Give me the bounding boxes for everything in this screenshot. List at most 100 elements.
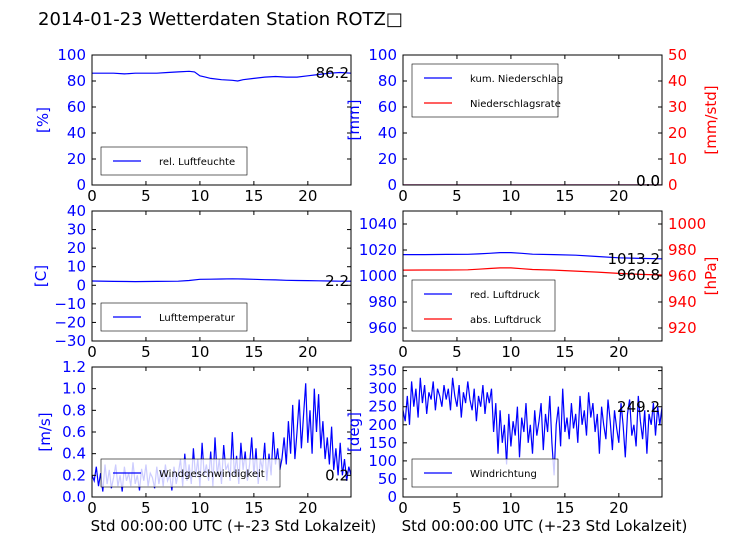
x-tick-label: 5 <box>141 499 151 517</box>
y-tick-label: 100 <box>368 46 397 64</box>
y-axis-label: [%] <box>34 107 52 133</box>
x-tick-label: 15 <box>555 187 574 205</box>
panel-pressure: 0 5 10 15 20 960 980 1000 1020 1040 920 940 960 980 10… <box>359 210 720 361</box>
x-tick-label: 0 <box>87 343 97 361</box>
y-tick-label: 40 <box>67 124 86 142</box>
y2-tick-label: 980 <box>668 241 697 259</box>
figure-title: 2014-01-23 Wetterdaten Station ROTZ□ <box>38 9 403 30</box>
y2-tick-label: 10 <box>668 150 687 168</box>
x-tick-label: 10 <box>190 187 209 205</box>
y-tick-label: 0.0 <box>62 488 86 506</box>
y2-tick-label: 40 <box>668 72 687 90</box>
x-tick-label: 0 <box>398 343 408 361</box>
y2-tick-label: 20 <box>668 124 687 142</box>
y-tick-label: 150 <box>368 434 397 452</box>
latest-value-label: 249.2 <box>617 398 660 416</box>
x-tick-label: 20 <box>298 187 317 205</box>
latest-value-label-2: 0.0 <box>636 172 660 190</box>
x-axis-label: Std 00:00:00 UTC (+-23 Std Lokalzeit) <box>402 517 688 535</box>
panel-windspeed: 0 5 10 15 20 0.0 0.2 0.4 0.6 0.8 1.0 1.2 [m/s] Std 00… <box>36 358 376 535</box>
x-tick-label: 10 <box>501 499 520 517</box>
x-tick-label: 20 <box>298 499 317 517</box>
y-tick-label: 20 <box>67 150 86 168</box>
y-axis-label: [deg] <box>345 412 363 452</box>
y2-tick-label: 1000 <box>668 215 706 233</box>
series-line-pressure-0 <box>403 252 662 260</box>
legend-label: red. Luftdruck <box>470 290 540 301</box>
legend-label: kum. Niederschlag <box>470 74 563 85</box>
latest-value-label: 2.2 <box>325 272 349 290</box>
y-tick-label: 0 <box>76 276 86 294</box>
y-tick-label: 100 <box>368 452 397 470</box>
y-tick-label: 0.8 <box>62 401 86 419</box>
y-tick-label: 200 <box>368 416 397 434</box>
y-tick-label: 1.2 <box>62 358 86 376</box>
y-axis-label: [m/s] <box>36 412 54 451</box>
x-tick-label: 20 <box>609 499 628 517</box>
x-tick-label: 20 <box>609 343 628 361</box>
y-tick-label: 350 <box>368 362 397 380</box>
latest-value-label-2: 960.8 <box>617 266 660 284</box>
legend-label: Windrichtung <box>470 469 537 480</box>
x-tick-label: 20 <box>298 343 317 361</box>
y-tick-label: 1040 <box>359 215 397 233</box>
y-tick-label: 50 <box>378 470 397 488</box>
y-tick-label: 0.6 <box>62 423 86 441</box>
y-tick-label: 0 <box>76 176 86 194</box>
y-tick-label: 10 <box>67 258 86 276</box>
latest-value-label: 0.2 <box>325 466 349 484</box>
y-tick-label: 250 <box>368 398 397 416</box>
x-tick-label: 10 <box>501 343 520 361</box>
x-tick-label: 0 <box>87 187 97 205</box>
x-tick-label: 20 <box>609 187 628 205</box>
y-tick-label: 20 <box>67 239 86 257</box>
panel-humidity: 0 5 10 15 20 0 20 40 60 80 100 [%] 86.2 rel. Luftfeuc… <box>34 46 352 205</box>
y-tick-label: 80 <box>67 72 86 90</box>
x-tick-label: 15 <box>244 499 263 517</box>
y-tick-label: 40 <box>378 124 397 142</box>
legend-box <box>411 279 556 332</box>
x-tick-label: 15 <box>244 187 263 205</box>
y2-axis-label: [hPa] <box>702 257 720 296</box>
latest-value-label: 1013.2 <box>608 250 661 268</box>
y-tick-label: −10 <box>54 295 86 313</box>
y-tick-label: 1000 <box>359 267 397 285</box>
y2-axis-label: [mm/std] <box>702 85 720 154</box>
y-tick-label: −30 <box>54 332 86 350</box>
x-tick-label: 5 <box>452 499 462 517</box>
y2-tick-label: 30 <box>668 98 687 116</box>
y2-tick-label: 50 <box>668 46 687 64</box>
x-tick-label: 10 <box>190 499 209 517</box>
y-tick-label: 20 <box>378 150 397 168</box>
x-tick-label: 5 <box>141 187 151 205</box>
y-tick-label: 0 <box>387 488 397 506</box>
x-tick-label: 15 <box>244 343 263 361</box>
x-tick-label: 5 <box>141 343 151 361</box>
plot-frame <box>402 366 663 498</box>
y-tick-label: 80 <box>378 72 397 90</box>
x-tick-label: 10 <box>190 343 209 361</box>
x-tick-label: 0 <box>398 499 408 517</box>
y-tick-label: 0.4 <box>62 445 86 463</box>
series-line-temperature-0 <box>92 278 351 283</box>
y-tick-label: 300 <box>368 380 397 398</box>
latest-value-label: 0.0 <box>636 172 660 190</box>
y-tick-label: 0 <box>387 176 397 194</box>
legend-box <box>411 63 559 118</box>
y-tick-label: 40 <box>67 202 86 220</box>
legend-label: Lufttemperatur <box>159 313 236 324</box>
y-tick-label: 100 <box>57 46 86 64</box>
legend-label: Niederschlagsrate <box>470 99 561 110</box>
y-tick-label: 980 <box>368 293 397 311</box>
y-tick-label: 0.2 <box>62 466 86 484</box>
y2-tick-label: 960 <box>668 267 697 285</box>
y-tick-label: 30 <box>67 221 86 239</box>
x-tick-label: 5 <box>452 187 462 205</box>
x-tick-label: 10 <box>501 187 520 205</box>
plot-frame <box>402 54 663 186</box>
y-tick-label: 60 <box>378 98 397 116</box>
x-axis-label: Std 00:00:00 UTC (+-23 Std Lokalzeit) <box>91 517 377 535</box>
